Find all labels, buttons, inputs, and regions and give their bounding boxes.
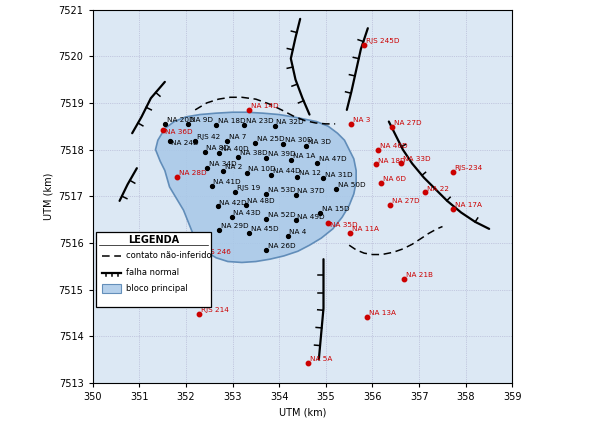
Text: NA 39D: NA 39D (268, 151, 296, 157)
Text: NA 31D: NA 31D (325, 172, 353, 178)
Text: contato não-inferido: contato não-inferido (126, 251, 212, 261)
Text: NA 24D: NA 24D (171, 140, 199, 146)
Text: NA 5A: NA 5A (310, 356, 332, 363)
Text: NA 6D: NA 6D (383, 176, 406, 182)
Text: NA 20D: NA 20D (167, 117, 194, 123)
Text: NA 29D: NA 29D (221, 223, 249, 229)
Text: NA 32D: NA 32D (276, 119, 304, 125)
Text: RJS 42: RJS 42 (197, 134, 220, 140)
Text: falha normal: falha normal (126, 268, 179, 277)
Text: NA 46D: NA 46D (380, 143, 408, 148)
Text: NA 36D: NA 36D (165, 129, 193, 135)
Text: bloco principal: bloco principal (126, 284, 188, 293)
Text: NA 34D: NA 34D (209, 161, 237, 167)
Text: NA 33D: NA 33D (404, 156, 431, 162)
FancyBboxPatch shape (96, 232, 211, 307)
Text: RJS 19: RJS 19 (237, 184, 260, 191)
Text: NA 50D: NA 50D (338, 182, 365, 188)
Text: NA 11A: NA 11A (352, 226, 379, 232)
Text: NA 8D: NA 8D (206, 145, 229, 151)
Text: NA 45D: NA 45D (250, 226, 278, 232)
Polygon shape (155, 112, 356, 262)
Text: LEGENDA: LEGENDA (128, 235, 179, 245)
X-axis label: UTM (km): UTM (km) (279, 407, 326, 418)
Text: NA 17A: NA 17A (454, 202, 482, 209)
Text: NA 53D: NA 53D (268, 187, 296, 193)
Text: NA 47D: NA 47D (319, 156, 347, 162)
Text: NA 14D: NA 14D (250, 103, 278, 109)
Text: NA 27D: NA 27D (392, 198, 420, 203)
Text: NA 52D: NA 52D (268, 212, 296, 218)
Text: NA 35D: NA 35D (330, 222, 358, 228)
Text: NA 1A: NA 1A (293, 153, 315, 159)
Text: NA 3D: NA 3D (308, 139, 331, 145)
Text: NA 30D: NA 30D (285, 137, 312, 143)
Text: NA 28D: NA 28D (179, 170, 207, 176)
Text: NA 2: NA 2 (225, 164, 243, 170)
Bar (102, 284, 122, 293)
Text: NA 26D: NA 26D (268, 243, 296, 249)
Text: NA 18D: NA 18D (378, 157, 406, 164)
Text: NA 38D: NA 38D (240, 150, 267, 156)
Text: RJS 214: RJS 214 (201, 307, 229, 313)
Text: NA 10D: NA 10D (249, 166, 276, 172)
Text: NA 48D: NA 48D (247, 198, 275, 203)
Text: NA 44D: NA 44D (273, 168, 300, 174)
Text: NA 43D: NA 43D (234, 210, 261, 216)
Text: NA 22: NA 22 (427, 186, 449, 192)
Text: NA 18D: NA 18D (218, 118, 246, 124)
Text: NA 3: NA 3 (353, 117, 371, 123)
Text: NA 40D: NA 40D (221, 146, 249, 152)
Text: NA 13A: NA 13A (369, 310, 396, 316)
Text: NA 12: NA 12 (299, 170, 321, 176)
Text: NA 4: NA 4 (289, 229, 307, 235)
Text: NA 7: NA 7 (229, 134, 246, 140)
Text: NA 9D: NA 9D (190, 117, 213, 123)
Text: NA 23D: NA 23D (246, 118, 273, 124)
Text: NA 37D: NA 37D (298, 188, 325, 194)
Text: NA 42D: NA 42D (220, 200, 247, 206)
Text: NA 27D: NA 27D (394, 120, 422, 126)
Text: NA 49D: NA 49D (298, 214, 325, 220)
Text: RJS 246: RJS 246 (203, 249, 231, 255)
Y-axis label: UTM (km): UTM (km) (43, 173, 53, 220)
Text: NA 41D: NA 41D (214, 179, 241, 185)
Text: RJS 245D: RJS 245D (366, 38, 399, 44)
Text: NA 15D: NA 15D (322, 206, 350, 212)
Text: RJS-234: RJS-234 (454, 165, 483, 171)
Text: NA 21B: NA 21B (406, 272, 433, 278)
Text: NA 25D: NA 25D (257, 136, 284, 142)
